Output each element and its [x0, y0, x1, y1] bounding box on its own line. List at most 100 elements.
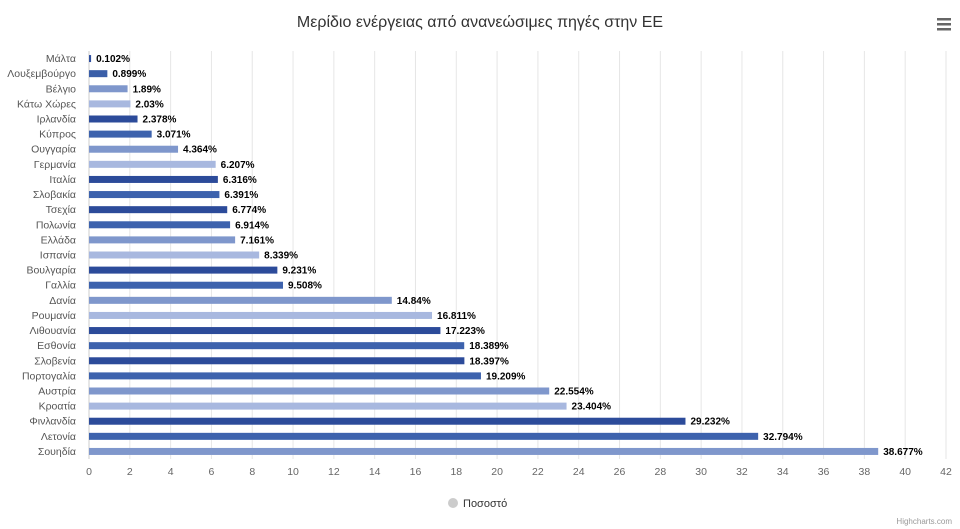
- category-label: Δανία: [49, 295, 76, 307]
- bar[interactable]: [89, 221, 231, 229]
- category-label: Γαλλία: [45, 280, 76, 292]
- category-label: Σουηδία: [38, 446, 76, 458]
- data-label: 23.404%: [572, 402, 612, 413]
- bar[interactable]: [89, 236, 236, 244]
- data-label: 6.316%: [223, 175, 257, 186]
- x-tick-label: 34: [777, 466, 789, 478]
- x-tick-label: 10: [287, 466, 299, 478]
- legend-item[interactable]: Ποσοστό: [448, 498, 507, 510]
- data-label: 16.811%: [437, 311, 476, 322]
- bar[interactable]: [89, 100, 131, 108]
- bar[interactable]: [89, 357, 465, 365]
- x-tick-label: 36: [818, 466, 830, 478]
- category-label: Σλοβενία: [34, 355, 76, 367]
- data-label: 9.508%: [288, 281, 322, 292]
- bar[interactable]: [89, 402, 567, 410]
- data-label: 3.071%: [157, 130, 191, 141]
- x-tick-label: 8: [249, 466, 255, 478]
- category-label: Λετονία: [41, 431, 76, 443]
- category-label: Λιθουανία: [30, 325, 77, 337]
- x-tick-label: 32: [736, 466, 748, 478]
- bars: [89, 55, 879, 455]
- bar[interactable]: [89, 70, 108, 78]
- category-label: Τσεχία: [46, 204, 76, 216]
- bar[interactable]: [89, 342, 465, 350]
- bar[interactable]: [89, 191, 220, 199]
- category-label: Μάλτα: [46, 53, 76, 65]
- x-tick-label: 4: [168, 466, 174, 478]
- bar[interactable]: [89, 387, 550, 395]
- bar[interactable]: [89, 372, 481, 380]
- bar[interactable]: [89, 130, 152, 138]
- bar[interactable]: [89, 251, 260, 259]
- category-label: Κύπρος: [39, 129, 76, 141]
- x-tick-label: 40: [899, 466, 911, 478]
- x-axis-ticks: 0 2 4 6 8 10 12 14 16 18 20 22 24 26 28 30 32 34 36 38 40 42: [86, 466, 952, 478]
- x-tick-label: 28: [654, 466, 666, 478]
- bar[interactable]: [89, 432, 759, 440]
- bar[interactable]: [89, 311, 433, 319]
- data-label: 32.794%: [763, 432, 803, 443]
- data-labels: 0.102% 0.899% 1.89% 2.03% 2.378% 3.071% 4.364%…: [96, 54, 923, 458]
- data-label: 4.364%: [183, 145, 217, 156]
- bar[interactable]: [89, 281, 284, 289]
- bar[interactable]: [89, 296, 392, 304]
- category-labels: Μάλτα Λουξεμβούργο Βέλγιο Κάτω Χώρες Ιρλανδί…: [7, 53, 76, 458]
- category-label: Ιρλανδία: [37, 114, 76, 126]
- category-label: Κροατία: [39, 401, 76, 413]
- category-label: Γερμανία: [34, 159, 76, 171]
- category-label: Ελλάδα: [41, 234, 76, 246]
- bar[interactable]: [89, 85, 128, 93]
- data-label: 2.03%: [135, 99, 163, 110]
- x-tick-label: 18: [450, 466, 462, 478]
- x-tick-label: 26: [614, 466, 626, 478]
- chart-title: Μερίδιο ενέργειας από ανανεώσιμες πηγές …: [297, 14, 663, 31]
- bar[interactable]: [89, 115, 138, 123]
- bar[interactable]: [89, 327, 441, 335]
- x-tick-label: 6: [209, 466, 215, 478]
- bar[interactable]: [89, 175, 218, 183]
- bar[interactable]: [89, 160, 216, 168]
- data-label: 0.899%: [112, 69, 146, 80]
- data-label: 6.391%: [224, 190, 258, 201]
- chart-menu-button[interactable]: [932, 14, 954, 34]
- bar[interactable]: [89, 206, 228, 214]
- x-tick-label: 30: [695, 466, 707, 478]
- data-label: 14.84%: [397, 296, 431, 307]
- x-tick-label: 42: [940, 466, 952, 478]
- data-label: 19.209%: [486, 371, 526, 382]
- bar[interactable]: [89, 145, 179, 153]
- legend-marker: [448, 498, 458, 508]
- category-label: Βουλγαρία: [26, 265, 76, 277]
- x-tick-label: 2: [127, 466, 133, 478]
- category-label: Φινλανδία: [29, 416, 76, 428]
- x-tick-label: 14: [369, 466, 381, 478]
- x-tick-label: 20: [491, 466, 503, 478]
- credits-link[interactable]: Highcharts.com: [896, 517, 952, 526]
- bar[interactable]: [89, 417, 686, 425]
- bar[interactable]: [89, 266, 278, 274]
- category-label: Λουξεμβούργο: [7, 68, 76, 80]
- data-label: 6.207%: [221, 160, 255, 171]
- category-label: Κάτω Χώρες: [17, 98, 76, 110]
- x-tick-label: 24: [573, 466, 585, 478]
- data-label: 18.389%: [469, 341, 509, 352]
- data-label: 38.677%: [883, 447, 923, 458]
- data-label: 7.161%: [240, 235, 274, 246]
- legend-label: Ποσοστό: [463, 498, 507, 510]
- category-label: Ισπανία: [40, 250, 76, 262]
- category-label: Ρουμανία: [32, 310, 76, 322]
- data-label: 9.231%: [282, 266, 316, 277]
- x-tick-label: 16: [410, 466, 422, 478]
- bar[interactable]: [89, 447, 879, 455]
- data-label: 22.554%: [554, 387, 594, 398]
- category-label: Εσθονία: [37, 340, 76, 352]
- category-label: Ουγγαρία: [31, 144, 76, 156]
- category-label: Ιταλία: [49, 174, 76, 186]
- data-label: 18.397%: [469, 356, 509, 367]
- data-label: 6.914%: [235, 220, 269, 231]
- bar[interactable]: [89, 55, 92, 63]
- category-label: Αυστρία: [38, 386, 76, 398]
- data-label: 6.774%: [232, 205, 266, 216]
